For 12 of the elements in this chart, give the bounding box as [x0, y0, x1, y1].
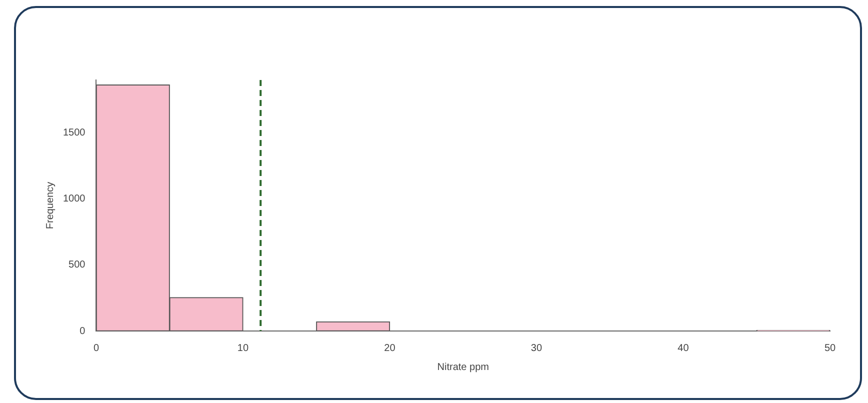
x-tick-label: 30	[530, 342, 542, 354]
x-tick-label: 50	[824, 342, 836, 354]
x-tick-label: 0	[93, 342, 100, 354]
y-tick-label: 1500	[62, 128, 86, 139]
y-tick-label: 0	[80, 326, 86, 337]
x-axis-title: Nitrate ppm	[437, 362, 489, 373]
x-tick-label: 40	[678, 342, 690, 354]
y-tick-label: 500	[68, 260, 86, 271]
x-tick-label: 20	[384, 342, 396, 354]
x-tick-label: 10	[237, 342, 249, 354]
y-axis-title: Frequency	[44, 182, 56, 230]
y-tick-label: 1000	[62, 194, 86, 205]
